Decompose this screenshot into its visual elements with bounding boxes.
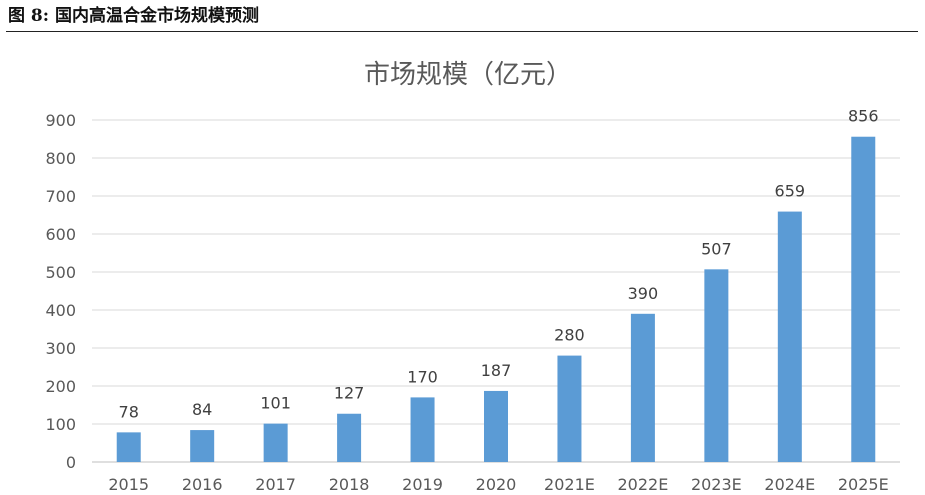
x-tick-label: 2015 bbox=[108, 475, 149, 494]
bars bbox=[116, 136, 876, 462]
data-label: 84 bbox=[192, 400, 212, 419]
x-tick-label: 2025E bbox=[838, 475, 889, 494]
y-tick-label: 200 bbox=[45, 377, 76, 396]
x-tick-label: 2016 bbox=[182, 475, 223, 494]
chart-title: 市场规模（亿元） bbox=[364, 60, 572, 90]
data-label: 659 bbox=[775, 182, 806, 201]
x-tick-label: 2024E bbox=[764, 475, 815, 494]
data-labels: 78 84 101 127 170 187 280 390 507 659 856 bbox=[119, 107, 879, 422]
x-tick-label: 2022E bbox=[617, 475, 668, 494]
bar bbox=[337, 413, 362, 462]
data-label: 170 bbox=[407, 367, 438, 386]
figure-title: 国内高温合金市场规模预测 bbox=[55, 6, 260, 26]
bar bbox=[190, 430, 215, 462]
data-label: 507 bbox=[701, 239, 732, 258]
y-tick-label: 700 bbox=[45, 187, 76, 206]
figure-label: 图 8: bbox=[8, 6, 50, 26]
x-tick-label: 2019 bbox=[402, 475, 443, 494]
y-tick-label: 900 bbox=[45, 111, 76, 130]
data-label: 856 bbox=[848, 107, 879, 126]
bar bbox=[116, 432, 141, 462]
x-tick-label: 2017 bbox=[255, 475, 296, 494]
bar bbox=[630, 313, 655, 462]
y-tick-label: 500 bbox=[45, 263, 76, 282]
data-label: 101 bbox=[260, 394, 291, 413]
y-axis-ticks: 0 100 200 300 400 500 600 700 800 900 bbox=[45, 111, 76, 472]
x-tick-label: 2023E bbox=[691, 475, 742, 494]
bar bbox=[557, 355, 582, 462]
bar bbox=[484, 390, 508, 462]
data-label: 280 bbox=[554, 326, 585, 345]
y-tick-label: 800 bbox=[45, 149, 76, 168]
data-label: 78 bbox=[119, 402, 139, 421]
bar bbox=[851, 136, 876, 462]
x-tick-label: 2021E bbox=[544, 475, 595, 494]
figure-caption: 图 8: 国内高温合金市场规模预测 bbox=[6, 2, 918, 32]
bar bbox=[410, 397, 435, 462]
y-tick-label: 600 bbox=[45, 225, 76, 244]
bar bbox=[777, 211, 802, 462]
y-tick-label: 400 bbox=[45, 301, 76, 320]
bar bbox=[263, 423, 288, 462]
data-label: 127 bbox=[334, 384, 365, 403]
x-tick-label: 2018 bbox=[329, 475, 370, 494]
bar bbox=[704, 269, 729, 462]
x-axis-ticks: 2015 2016 2017 2018 2019 2020 2021E 2022E 2023E 2… bbox=[108, 475, 888, 494]
data-label: 187 bbox=[481, 361, 512, 380]
y-tick-label: 0 bbox=[66, 453, 76, 472]
y-tick-label: 100 bbox=[45, 415, 76, 434]
data-label: 390 bbox=[628, 284, 659, 303]
y-tick-label: 300 bbox=[45, 339, 76, 358]
x-tick-label: 2020 bbox=[476, 475, 517, 494]
